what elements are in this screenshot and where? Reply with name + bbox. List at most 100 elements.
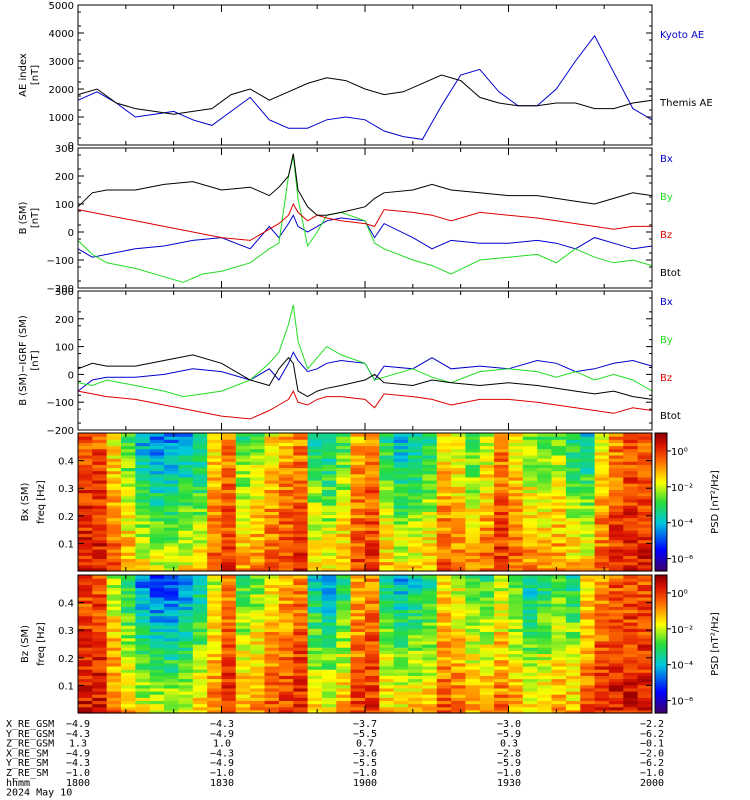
- spectrogram-cell: [422, 502, 438, 506]
- spectrogram-cell: [379, 662, 395, 667]
- spectrogram-cell: [293, 618, 309, 623]
- spectrogram-cell: [78, 700, 93, 705]
- spectrogram-cell: [221, 593, 237, 598]
- spectrogram-cell: [494, 656, 509, 661]
- spectrogram-cell: [164, 495, 179, 500]
- spectrogram-cell: [608, 545, 624, 550]
- colorbar-cell: [655, 579, 667, 583]
- spectrogram-cell: [221, 511, 237, 516]
- spectrogram-cell: [135, 520, 151, 525]
- spectrogram-cell: [565, 669, 581, 673]
- spectrogram-cell: [307, 625, 323, 629]
- spectrogram-cell: [422, 687, 438, 692]
- y-tick-label: 300: [55, 144, 74, 155]
- spectrogram-cell: [623, 618, 639, 623]
- spectrogram-cell: [235, 467, 251, 472]
- spectrogram-cell: [565, 498, 581, 503]
- spectrogram-cell: [436, 514, 452, 519]
- spectrogram-cell: [365, 675, 380, 680]
- spectrogram-cell: [121, 498, 136, 503]
- spectrogram-cell: [307, 542, 323, 547]
- spectrogram-cell: [149, 536, 165, 541]
- spectrogram-cell: [522, 524, 538, 528]
- spectrogram-cell: [551, 662, 567, 667]
- spectrogram-cell: [221, 467, 237, 472]
- spectrogram-cell: [551, 476, 567, 481]
- spectrogram-cell: [451, 694, 466, 698]
- spectrogram-cell: [307, 508, 323, 512]
- spectrogram-cell: [92, 539, 108, 544]
- spectrogram-cell: [235, 480, 251, 484]
- spectrogram-cell: [393, 675, 409, 680]
- spectrogram-cell: [264, 637, 280, 642]
- spectrogram-cell: [408, 681, 423, 686]
- spectrogram-cell: [121, 681, 136, 686]
- spectrogram-cell: [465, 634, 481, 639]
- spectrogram-cell: [594, 653, 610, 658]
- spectrogram-cell: [422, 464, 438, 469]
- spectrogram-cell: [436, 584, 452, 589]
- spectrogram-cell: [451, 606, 466, 611]
- spectrogram-cell: [264, 467, 280, 472]
- spectrogram-cell: [637, 480, 653, 484]
- spectrogram-cell: [235, 558, 251, 563]
- spectrogram-cell: [479, 575, 495, 579]
- spectrogram-cell: [207, 542, 223, 547]
- spectrogram-cell: [623, 606, 639, 611]
- spectrogram-cell: [250, 706, 266, 711]
- spectrogram-cell: [278, 502, 294, 506]
- spectrogram-cell: [178, 703, 194, 708]
- spectrogram-cell: [537, 442, 553, 447]
- spectrogram-cell: [537, 476, 553, 481]
- spectrogram-cell: [494, 659, 509, 664]
- spectrogram-cell: [278, 564, 294, 569]
- spectrogram-cell: [235, 492, 251, 497]
- spectrogram-cell: [551, 659, 567, 664]
- spectrogram-cell: [164, 455, 179, 459]
- spectrogram-cell: [350, 615, 366, 620]
- spectrogram-cell: [78, 552, 93, 556]
- spectrogram-cell: [393, 542, 409, 547]
- spectrogram-cell: [164, 703, 179, 708]
- spectrogram-cell: [508, 539, 524, 544]
- spectrogram-cell: [623, 578, 639, 582]
- spectrogram-cell: [608, 505, 624, 509]
- spectrogram-cell: [436, 564, 452, 569]
- spectrogram-cell: [321, 603, 337, 607]
- spectrogram-cell: [580, 502, 596, 506]
- spectrogram-cell: [221, 505, 237, 509]
- spectrogram-cell: [451, 659, 466, 664]
- spectrogram-cell: [106, 473, 122, 478]
- spectrogram-cell: [479, 442, 495, 447]
- ephemeris-value: −0.1: [640, 739, 664, 750]
- spectrogram-cell: [336, 470, 352, 475]
- spectrogram-cell: [235, 455, 251, 459]
- spectrogram-cell: [623, 678, 639, 683]
- spectrogram-cell: [365, 476, 380, 481]
- spectrogram-cell: [494, 681, 509, 686]
- spectrogram-cell: [537, 517, 553, 522]
- colorbar-cell: [655, 541, 667, 544]
- spectrogram-cell: [207, 578, 223, 582]
- spectrogram-cell: [436, 530, 452, 534]
- spectrogram-cell: [565, 492, 581, 497]
- spectrogram-cell: [393, 609, 409, 614]
- spectrogram-cell: [121, 558, 136, 563]
- spectrogram-cell: [551, 678, 567, 683]
- spectrogram-cell: [594, 603, 610, 607]
- spectrogram-cell: [522, 590, 538, 595]
- spectrogram-cell: [422, 495, 438, 500]
- spectrogram-cell: [235, 640, 251, 645]
- spectrogram-cell: [135, 653, 151, 658]
- spectrogram-cell: [580, 448, 596, 453]
- spectrogram-cell: [178, 672, 194, 676]
- spectrogram-cell: [365, 709, 380, 714]
- spectrogram-cell: [465, 575, 481, 579]
- spectrogram-cell: [92, 625, 108, 629]
- spectrogram-cell: [393, 612, 409, 617]
- spectrogram-cell: [121, 644, 136, 648]
- spectrogram-cell: [121, 669, 136, 673]
- spectrogram-cell: [92, 486, 108, 490]
